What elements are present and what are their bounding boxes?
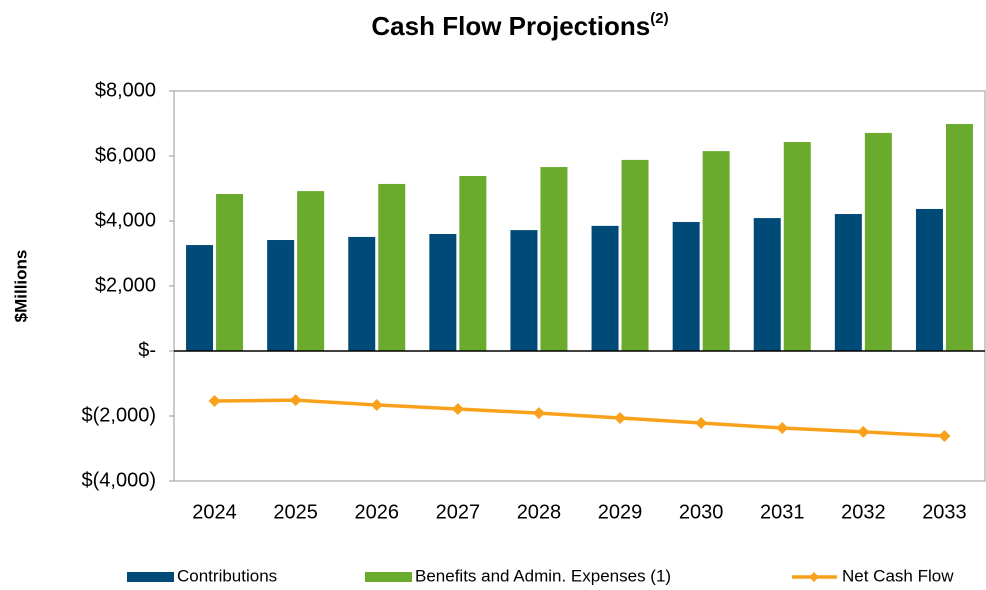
bar: [267, 240, 295, 351]
title-superscript: (2): [650, 10, 668, 27]
y-tick-label: $(2,000): [82, 404, 157, 426]
x-tick-label: 2032: [841, 501, 886, 523]
line-marker: [776, 422, 789, 435]
line-marker: [857, 425, 870, 438]
line-marker: [370, 398, 383, 411]
legend-swatch: [127, 572, 174, 582]
title-text: Cash Flow Projections: [371, 11, 650, 41]
legend-label: Benefits and Admin. Expenses (1): [415, 566, 671, 585]
y-tick-label: $2,000: [95, 274, 156, 296]
line-marker: [695, 416, 708, 429]
line-marker: [289, 394, 302, 407]
y-axis-label: $Millions: [11, 250, 30, 323]
bar: [621, 159, 649, 351]
plot-border: [173, 90, 986, 482]
bar: [186, 245, 214, 351]
x-tick-label: 2033: [922, 501, 967, 523]
bar: [591, 225, 619, 351]
bar: [834, 214, 862, 351]
bar: [348, 236, 376, 351]
bar: [864, 132, 892, 351]
line-marker: [451, 403, 464, 416]
chart-title: Cash Flow Projections(2): [371, 10, 668, 41]
line-marker: [532, 407, 545, 420]
x-tick-label: 2024: [192, 501, 237, 523]
bar: [672, 221, 700, 351]
line: [214, 398, 945, 438]
x-tick-label: 2026: [355, 501, 400, 523]
legend-swatch: [365, 572, 412, 582]
y-tick-label: $6,000: [95, 144, 156, 166]
x-tick-label: 2029: [598, 501, 643, 523]
bar: [540, 167, 568, 351]
x-tick-label: 2030: [679, 501, 724, 523]
bar: [297, 191, 325, 351]
x-tick-label: 2025: [273, 501, 318, 523]
bar: [753, 218, 781, 351]
line-marker: [938, 429, 951, 442]
bar: [378, 183, 406, 351]
legend-label: Contributions: [177, 566, 277, 585]
y-tick-label: $4,000: [95, 209, 156, 231]
x-tick-label: 2031: [760, 501, 805, 523]
bar: [510, 230, 538, 351]
y-tick-label: $-: [138, 339, 156, 361]
bar: [945, 123, 973, 351]
legend-label: Net Cash Flow: [842, 566, 954, 585]
bar: [702, 151, 730, 351]
line-marker: [614, 411, 627, 424]
bar: [216, 194, 244, 351]
legend-marker: [809, 572, 819, 582]
bar: [429, 234, 457, 351]
y-tick-label: $8,000: [95, 79, 156, 101]
x-tick-label: 2028: [517, 501, 562, 523]
y-tick-label: $(4,000): [82, 469, 157, 491]
bar: [459, 175, 487, 351]
bar: [783, 142, 811, 351]
bar: [915, 208, 943, 351]
line-marker: [208, 395, 221, 408]
x-tick-label: 2027: [436, 501, 481, 523]
